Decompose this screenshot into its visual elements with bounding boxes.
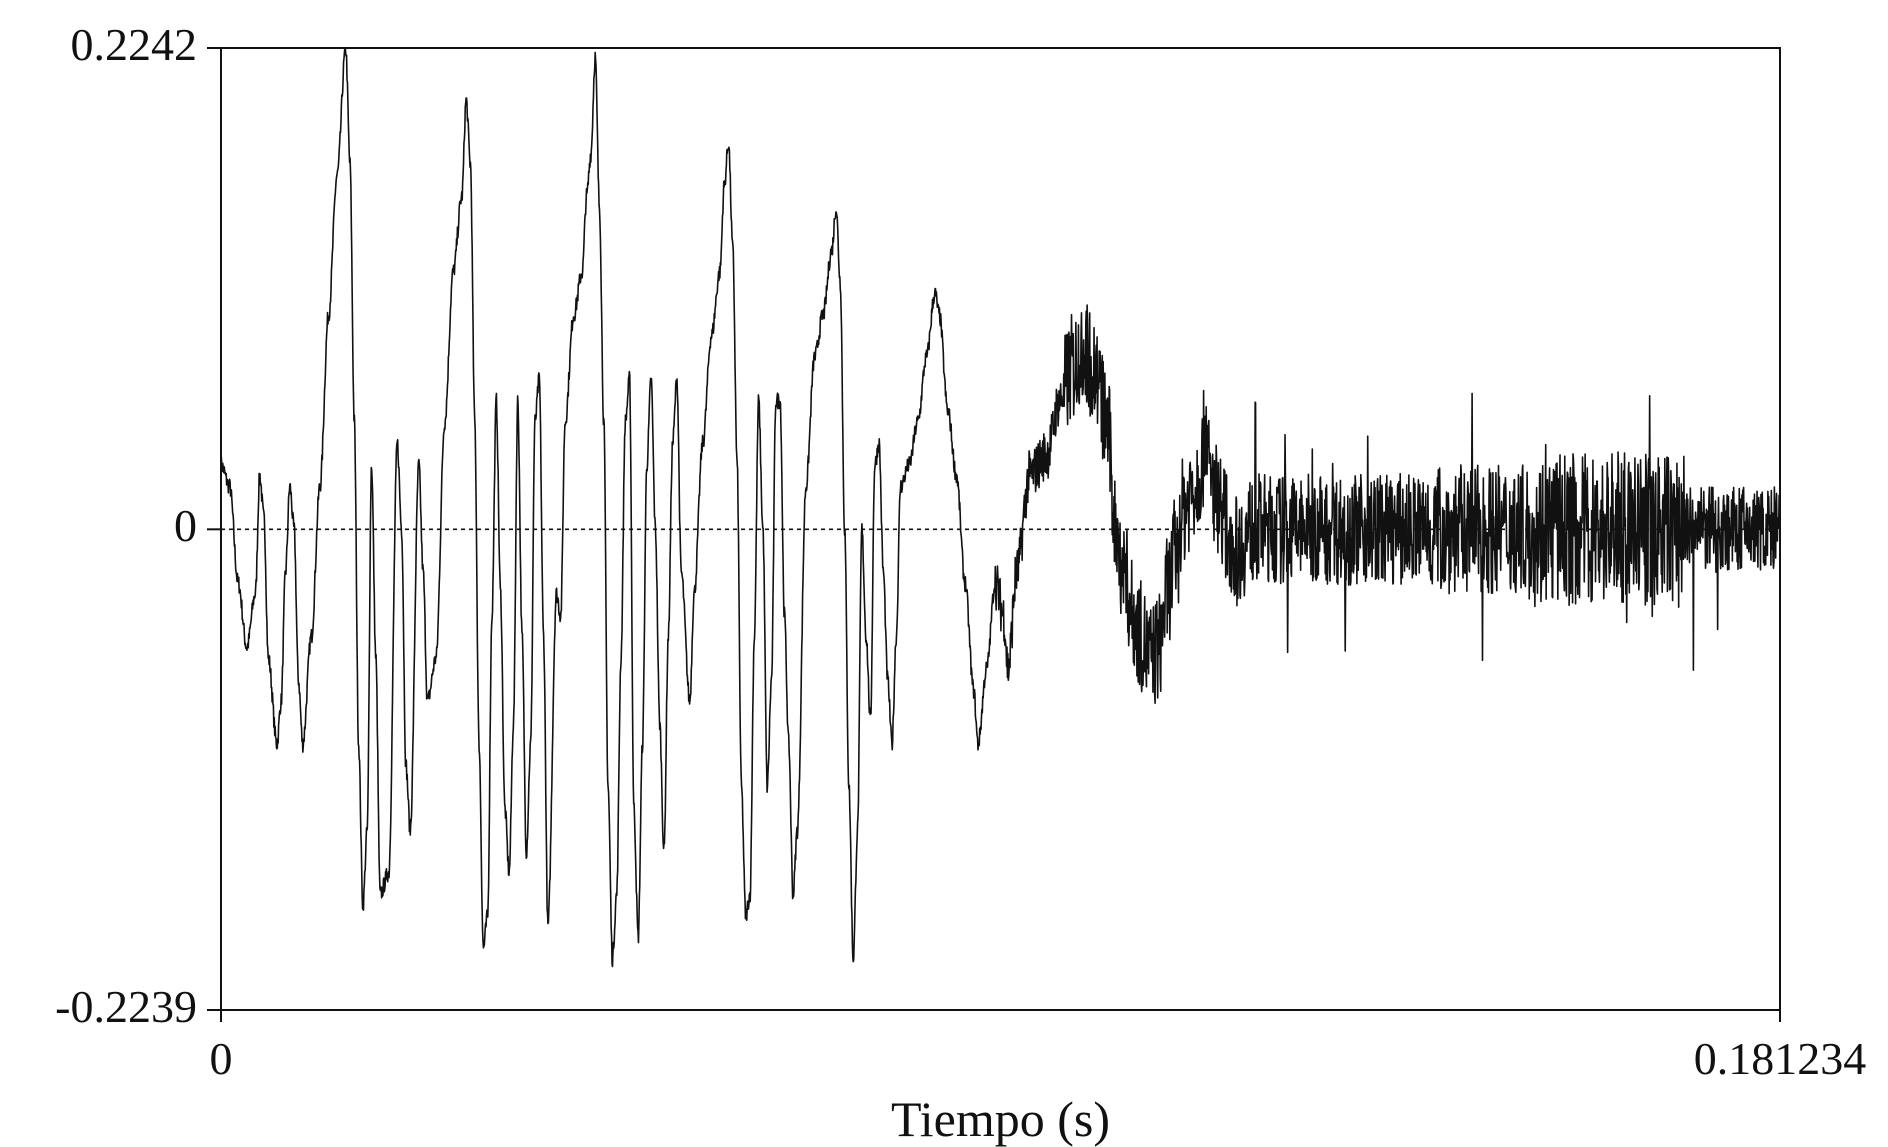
x-tick-label-end: 0.181234 [1693,1033,1867,1084]
y-tick-label-max: 0.2242 [70,19,198,70]
y-tick-label-zero: 0 [174,500,197,552]
y-tick-label-min: -0.2239 [55,981,197,1032]
x-tick-label-start: 0 [209,1033,233,1084]
waveform-series-line [220,47,1781,968]
x-axis-label: Tiempo (s) [890,1091,1111,1147]
